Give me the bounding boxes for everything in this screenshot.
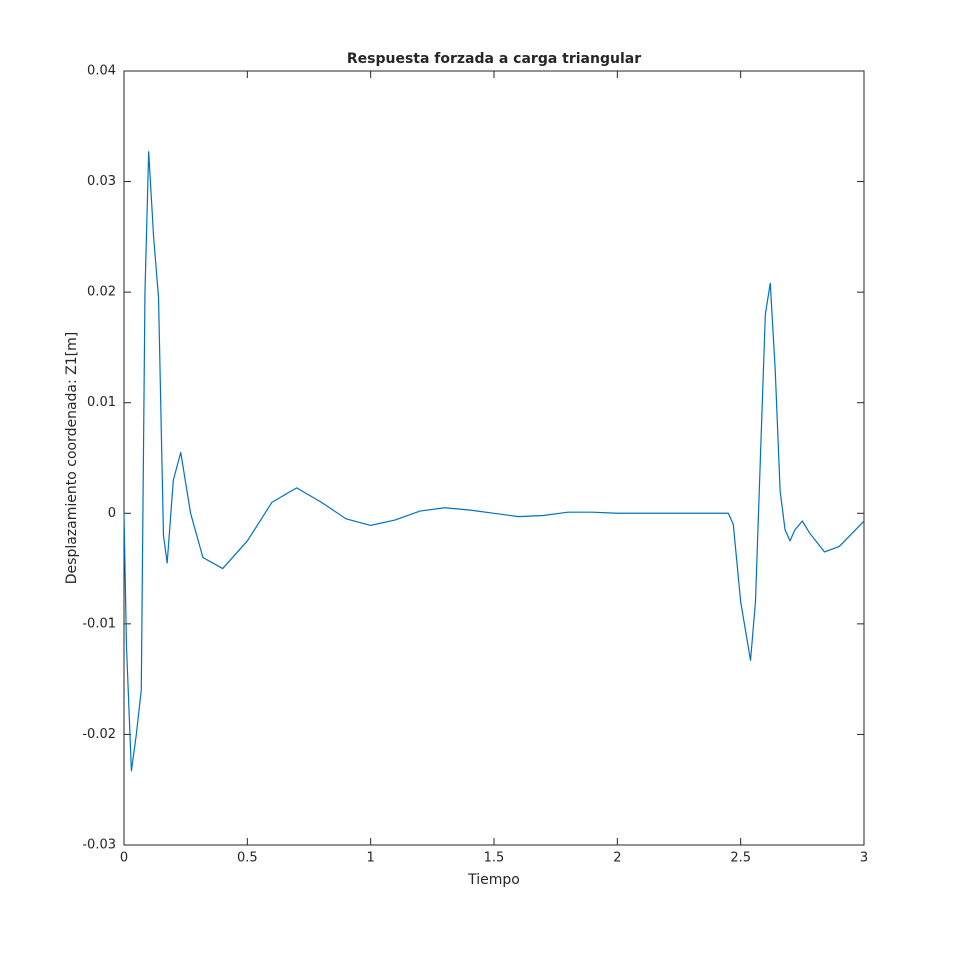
x-tick-label: 2.5: [730, 851, 751, 866]
x-axis-label: Tiempo: [467, 872, 520, 888]
y-axis-label: Desplazamiento coordenada: Z1[m]: [64, 332, 80, 584]
x-tick-label: 3: [860, 851, 868, 866]
x-tick-label: 0: [120, 851, 128, 866]
x-tick-label: 1: [367, 851, 375, 866]
chart-title: Respuesta forzada a carga triangular: [347, 51, 641, 67]
data-line: [123, 151, 865, 772]
y-tick-label: -0.02: [82, 727, 116, 742]
y-tick-label: -0.03: [82, 838, 116, 853]
x-tick-label: 2: [613, 851, 621, 866]
y-tick-label: 0: [108, 506, 116, 521]
x-tick-label: 1.5: [484, 851, 505, 866]
y-tick-label: 0.04: [87, 64, 116, 79]
y-tick-label: 0.03: [87, 174, 116, 189]
y-tick-label: -0.01: [82, 616, 116, 631]
y-tick-label: 0.01: [87, 395, 116, 410]
y-tick-label: 0.02: [87, 285, 116, 300]
x-tick-label: 0.5: [237, 851, 258, 866]
